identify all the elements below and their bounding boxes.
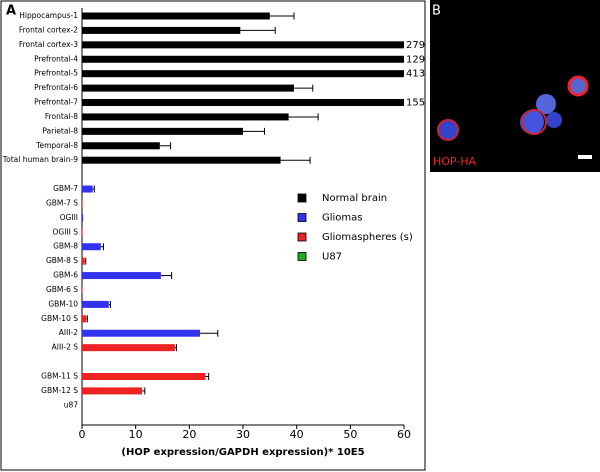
bar bbox=[82, 41, 404, 49]
value-label: 279 bbox=[406, 40, 425, 51]
x-tick-label: 30 bbox=[236, 428, 250, 441]
y-tick-label: Prefrontal-5 bbox=[34, 69, 78, 78]
bar bbox=[82, 84, 294, 92]
x-tick-label: 0 bbox=[79, 428, 86, 441]
legend-swatch bbox=[297, 232, 307, 242]
y-tick-label: Prefrontal-6 bbox=[34, 83, 78, 92]
y-tick-label: Parietal-8 bbox=[42, 126, 78, 135]
bar bbox=[82, 142, 160, 150]
bar bbox=[82, 55, 404, 63]
panel-frame bbox=[0, 0, 426, 471]
micrograph: B HOP-HA bbox=[430, 0, 600, 172]
bar bbox=[82, 199, 83, 207]
bar bbox=[82, 99, 404, 107]
bar bbox=[82, 185, 93, 193]
x-tick-label: 10 bbox=[129, 428, 143, 441]
bar bbox=[82, 214, 84, 222]
y-tick-label: Frontal-8 bbox=[45, 112, 78, 121]
legend-label: Gliomas bbox=[322, 213, 363, 224]
y-tick-label: Total human brain-9 bbox=[2, 155, 78, 164]
bar bbox=[82, 12, 270, 20]
bar bbox=[82, 373, 206, 380]
bar bbox=[82, 228, 83, 236]
legend-swatch bbox=[297, 213, 307, 222]
y-tick-label: GBM-10 bbox=[48, 299, 78, 308]
bar bbox=[82, 70, 404, 78]
y-tick-label: AIII-2 S bbox=[52, 343, 79, 352]
y-tick-label: Frontal cortex-2 bbox=[19, 25, 78, 34]
legend-label: U87 bbox=[322, 252, 342, 263]
y-tick-label: GBM-10 S bbox=[41, 314, 78, 323]
y-tick-label: GBM-6 bbox=[53, 271, 78, 280]
y-tick-label: u87 bbox=[64, 400, 79, 409]
legend-swatch bbox=[297, 252, 307, 261]
bar bbox=[82, 329, 201, 337]
bar bbox=[82, 387, 143, 395]
bar bbox=[82, 272, 161, 280]
bar bbox=[82, 300, 109, 308]
value-label: 129 bbox=[406, 54, 425, 65]
value-label: 155 bbox=[406, 98, 425, 109]
y-tick-label: GBM-12 S bbox=[41, 386, 78, 395]
bar bbox=[82, 156, 281, 164]
bars bbox=[82, 12, 404, 395]
bar bbox=[82, 127, 243, 135]
x-tick-label: 50 bbox=[343, 428, 357, 441]
x-axis-label: (HOP expression/GAPDH expression)* 10E5 bbox=[121, 447, 364, 458]
legend-label: Gliomaspheres (s) bbox=[322, 232, 413, 243]
y-tick-label: Hippocampus-1 bbox=[19, 11, 78, 20]
panel-label: A bbox=[6, 4, 16, 19]
y-tick-label: Prefrontal-4 bbox=[34, 54, 78, 63]
y-tick-label: GBM-6 S bbox=[46, 285, 78, 294]
y-tick-label: Frontal cortex-3 bbox=[19, 40, 78, 49]
image-caption: HOP-HA bbox=[433, 155, 477, 168]
y-tick-label: OGIII S bbox=[53, 227, 79, 236]
bar bbox=[82, 257, 85, 265]
bar bbox=[82, 315, 87, 323]
y-tick-label: Temporal-8 bbox=[35, 141, 78, 150]
bar bbox=[82, 344, 175, 352]
y-tick-label: GBM-11 S bbox=[41, 372, 78, 381]
y-tick-label: Prefrontal-7 bbox=[34, 98, 78, 107]
x-tick-label: 20 bbox=[182, 428, 196, 441]
y-tick-label: GBM-8 bbox=[53, 242, 78, 251]
y-tick-label: GBM-7 bbox=[53, 184, 78, 193]
bar bbox=[82, 243, 101, 251]
y-tick-label: GBM-7 S bbox=[46, 198, 78, 207]
y-tick-label: AIII-2 bbox=[59, 328, 78, 337]
y-tick-label: OGIII bbox=[60, 213, 78, 222]
panel-label: B bbox=[432, 4, 441, 19]
legend-label: Normal brain bbox=[322, 193, 387, 204]
bar bbox=[82, 26, 241, 34]
legend-swatch bbox=[297, 193, 307, 203]
value-label: 413 bbox=[406, 69, 425, 80]
y-tick-label: GBM-8 S bbox=[46, 256, 78, 265]
bar bbox=[82, 113, 289, 121]
x-tick-label: 60 bbox=[397, 428, 411, 441]
bar bbox=[82, 286, 83, 294]
x-tick-label: 40 bbox=[290, 428, 304, 441]
